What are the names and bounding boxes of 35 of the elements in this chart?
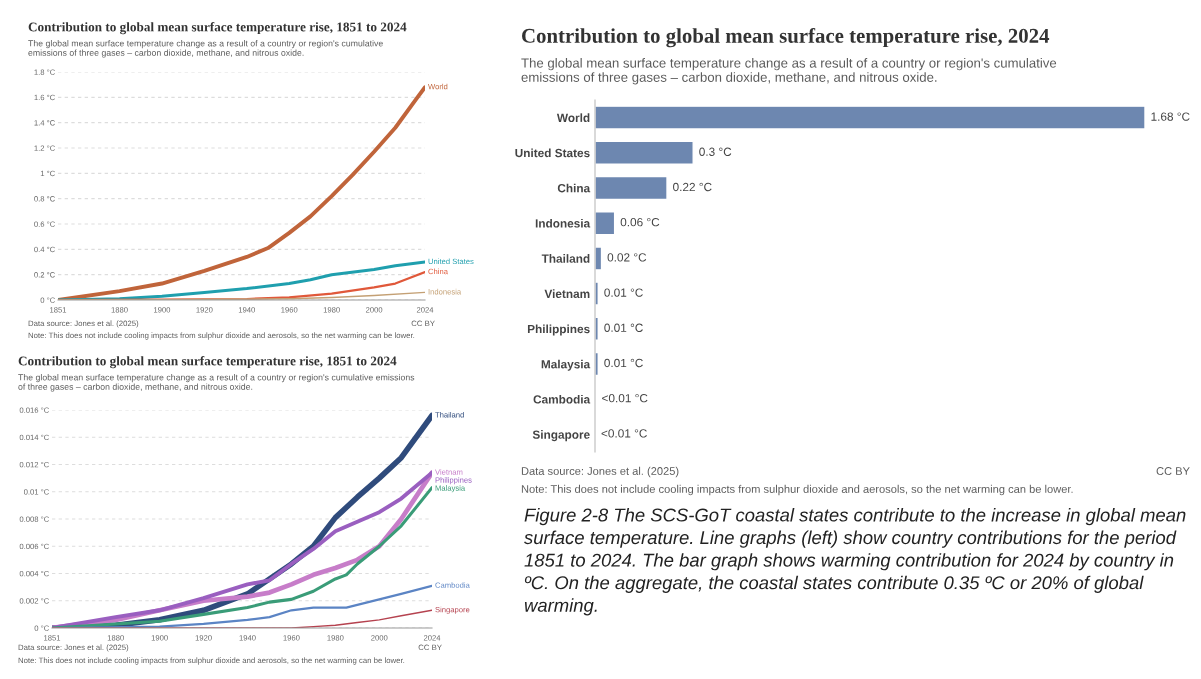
chart-subtitle: The global mean surface temperature change as a result of a country or region's cumulative emissions of three gases – carbon dioxide, methane, and nitrous oxide. (521, 58, 1057, 85)
line-series (58, 260, 425, 300)
source-note: Data source: Jones et al. (2025) (521, 466, 679, 478)
text: Note: This does not include cooling impacts from sulphur dioxide and aerosols, so the net warming can be lower. (521, 484, 1073, 496)
bar (595, 140, 694, 165)
y-tick-label: China (557, 183, 591, 193)
chart-title: Contribution to global mean surface temperature rise, 1851 to 2024 (28, 22, 407, 35)
y-tick-label: Philippines (527, 324, 590, 336)
data-label: 0.22 °C (673, 182, 712, 192)
y-tick-label: United States (515, 148, 590, 158)
text: CC BY (1156, 467, 1190, 475)
chart-subtitle: The global mean surface temperature change as a result of a country or region's cumulative emissions of three gases – carbon dioxide, methane, and nitrous oxide. (28, 40, 383, 58)
data-label: 0.3 °C (699, 147, 732, 156)
data-label: 0.01 °C (604, 323, 643, 332)
data-label: 0.02 °C (607, 253, 647, 262)
caption: Figure 2-8 The SCS-GoT coastal states contribute to the increase in global mean surface temperature. Line graphs (left) show country contributions for the period 1851 to 2024. The bar graph shows warming contribution for 2024 by country in ºC. On the aggregate, the coastal states contribute 0.35 ºC or 20% of global warming. (524, 508, 1186, 616)
y-tick-label: World (556, 113, 590, 122)
data-label: <0.01 °C (602, 394, 648, 403)
data-label: 0.01 °C (604, 288, 643, 297)
bar (595, 175, 668, 201)
data-label: 1.68 °C (1151, 112, 1190, 121)
y-tick-label: Thailand (541, 254, 590, 263)
data-label: 0.01 °C (604, 358, 643, 368)
chart-title: Contribution to global mean surface temperature rise, 2024 (522, 28, 1050, 48)
y-tick-label: Indonesia (535, 218, 591, 228)
y-tick-label: Singapore (532, 430, 590, 442)
y-tick-label: Cambodia (533, 394, 591, 404)
bar (595, 105, 1145, 130)
bar (595, 211, 616, 236)
y-tick-label: Malaysia (541, 359, 591, 371)
chart-title: Contribution to global mean surface temperature rise, 1851 to 2024 (18, 356, 397, 369)
chart-subtitle: The global mean surface temperature change as a result of a country or region's cumulative emissions of three gases – carbon dioxide, methane, and nitrous oxide. (18, 374, 415, 392)
data-label: 0.06 °C (620, 218, 660, 227)
y-tick-label: Vietnam (544, 289, 590, 298)
data-label: <0.01 °C (601, 429, 647, 438)
